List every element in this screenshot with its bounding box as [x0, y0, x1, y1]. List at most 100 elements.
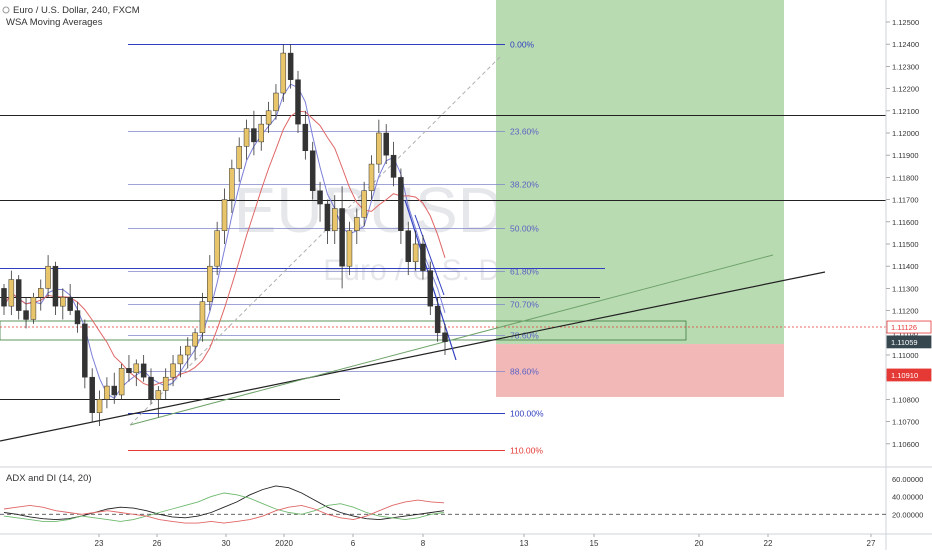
- candle-body[interactable]: [221, 199, 228, 231]
- adx-series-di[interactable]: [3, 492, 445, 522]
- candle-body[interactable]: [434, 305, 441, 334]
- price-tick-label: 1.10600: [892, 440, 919, 449]
- loss-zone[interactable]: [496, 344, 784, 397]
- legend-header: Euro / U.S. Dollar, 240, FXCM WSA Moving…: [2, 5, 140, 28]
- candle-body[interactable]: [1, 288, 7, 307]
- candle-body[interactable]: [170, 363, 176, 378]
- price-tick-label: 1.12400: [892, 40, 919, 49]
- candle-body[interactable]: [354, 217, 360, 231]
- candle-body[interactable]: [287, 52, 294, 80]
- price-tick-label: 1.12200: [892, 85, 919, 94]
- time-tick-label: 22: [764, 539, 773, 548]
- support-trendline[interactable]: [0, 271, 826, 442]
- candle-body[interactable]: [398, 177, 404, 231]
- price-tick-label: 1.11800: [892, 173, 919, 182]
- candle-body[interactable]: [317, 190, 323, 205]
- candle-body[interactable]: [96, 399, 103, 413]
- price-tag-box: [886, 335, 932, 349]
- candle-body[interactable]: [361, 190, 367, 218]
- candle-body[interactable]: [118, 368, 125, 396]
- fib-level-label: 78.60%: [510, 331, 539, 341]
- price-tick-label: 1.12100: [892, 107, 919, 116]
- adx-series-di[interactable]: [3, 499, 445, 524]
- fib-diagonal[interactable]: [129, 56, 501, 426]
- time-tick-label: 26: [153, 539, 162, 548]
- candle-body[interactable]: [258, 123, 264, 143]
- green-trendline[interactable]: [129, 254, 774, 426]
- time-tick-label: 23: [95, 539, 104, 548]
- candle-body[interactable]: [45, 265, 51, 289]
- candle-body[interactable]: [133, 363, 140, 374]
- candle-body[interactable]: [38, 288, 44, 298]
- entry-rectangle[interactable]: [0, 320, 687, 341]
- candle-body[interactable]: [368, 163, 375, 191]
- candle-body[interactable]: [74, 310, 81, 325]
- price-tick-label: 1.11600: [892, 218, 919, 227]
- candle-body[interactable]: [273, 92, 279, 112]
- price-tick-label: 1.12000: [892, 129, 919, 138]
- candle-body[interactable]: [339, 208, 345, 267]
- candle-body[interactable]: [155, 390, 162, 400]
- candle-body[interactable]: [60, 297, 66, 307]
- candle-body[interactable]: [265, 110, 272, 125]
- candle-body[interactable]: [148, 376, 154, 400]
- candle-body[interactable]: [442, 332, 448, 342]
- candle-body[interactable]: [324, 203, 331, 231]
- fib-level-label: 38.20%: [510, 180, 539, 190]
- candle-body[interactable]: [383, 132, 389, 156]
- fib-level-label: 70.70%: [510, 300, 539, 310]
- candle-body[interactable]: [111, 385, 117, 396]
- candle-body[interactable]: [177, 354, 184, 365]
- candle-body[interactable]: [82, 323, 88, 378]
- down-trendline-2[interactable]: [414, 214, 445, 296]
- candle-body[interactable]: [302, 123, 309, 152]
- candle-body[interactable]: [427, 270, 434, 307]
- candle-body[interactable]: [23, 310, 29, 320]
- candle-body[interactable]: [207, 265, 213, 302]
- candle-body[interactable]: [346, 230, 353, 267]
- candle-body[interactable]: [251, 128, 257, 143]
- candle-body[interactable]: [236, 146, 242, 169]
- candle-body[interactable]: [412, 243, 419, 263]
- fib-level-label: 88.60%: [510, 367, 539, 377]
- candle-body[interactable]: [8, 279, 15, 307]
- candle-body[interactable]: [30, 297, 37, 320]
- candle-body[interactable]: [185, 345, 191, 356]
- candle-body[interactable]: [89, 376, 95, 413]
- profit-zone[interactable]: [496, 0, 784, 345]
- candle-body[interactable]: [280, 52, 287, 94]
- time-tick-label: 30: [222, 539, 231, 548]
- candle-body[interactable]: [126, 368, 132, 374]
- candle-body[interactable]: [104, 385, 110, 400]
- candle-body[interactable]: [140, 363, 147, 378]
- candle-body[interactable]: [295, 79, 301, 125]
- time-tick-label: 20: [695, 539, 704, 548]
- adx-title: ADX and DI (14, 20): [6, 473, 92, 484]
- price-tick-label: 1.11400: [892, 262, 919, 271]
- candle-body[interactable]: [332, 208, 338, 231]
- candle-body[interactable]: [405, 230, 411, 263]
- candle-body[interactable]: [243, 128, 250, 147]
- candle-body[interactable]: [376, 132, 382, 165]
- price-tick-label: 1.11700: [892, 196, 919, 205]
- time-tick-label: 13: [520, 539, 529, 548]
- candle-body[interactable]: [390, 154, 397, 178]
- price-tick-label: 1.11300: [892, 284, 919, 293]
- candle-body[interactable]: [162, 376, 169, 391]
- candle-body[interactable]: [199, 301, 206, 334]
- candle-body[interactable]: [229, 168, 235, 200]
- candle-body[interactable]: [52, 265, 59, 307]
- candle-body[interactable]: [420, 243, 426, 271]
- time-tick-label: 27: [867, 539, 876, 548]
- indicator-title[interactable]: WSA Moving Averages: [6, 17, 103, 28]
- fib-level-label: 110.00%: [510, 446, 543, 456]
- candle-body[interactable]: [192, 332, 198, 347]
- candle-body[interactable]: [309, 150, 316, 191]
- time-tick-label: 8: [421, 539, 426, 548]
- price-axis-bg: [886, 0, 932, 550]
- candle-body[interactable]: [214, 230, 220, 267]
- candle-body[interactable]: [15, 279, 22, 311]
- candle-body[interactable]: [67, 297, 73, 311]
